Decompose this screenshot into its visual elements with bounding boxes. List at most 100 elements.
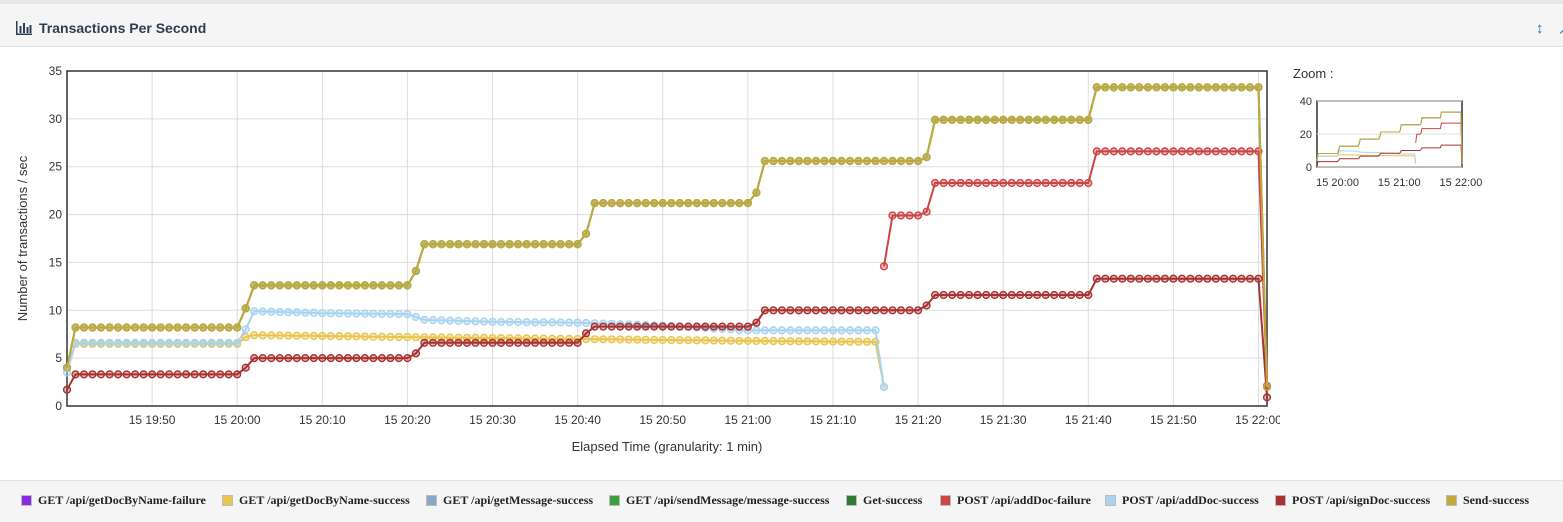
data-point[interactable] bbox=[454, 338, 463, 347]
data-point[interactable] bbox=[122, 323, 131, 332]
data-point[interactable] bbox=[369, 332, 378, 341]
data-point[interactable] bbox=[760, 326, 770, 335]
data-point[interactable] bbox=[871, 156, 880, 166]
data-point[interactable] bbox=[999, 290, 1008, 300]
data-point[interactable] bbox=[973, 178, 982, 188]
data-point[interactable] bbox=[326, 281, 335, 290]
data-point[interactable] bbox=[1058, 178, 1067, 188]
data-point[interactable] bbox=[1016, 290, 1025, 300]
data-point[interactable] bbox=[667, 199, 676, 208]
data-point[interactable] bbox=[981, 115, 991, 124]
data-point[interactable] bbox=[1109, 274, 1118, 283]
data-point[interactable] bbox=[1109, 147, 1118, 156]
data-point[interactable] bbox=[1092, 147, 1101, 156]
data-point[interactable] bbox=[352, 354, 361, 363]
data-point[interactable] bbox=[1237, 274, 1246, 283]
data-point[interactable] bbox=[318, 309, 327, 318]
data-point[interactable] bbox=[888, 211, 897, 220]
data-point[interactable] bbox=[292, 281, 301, 290]
data-point[interactable] bbox=[956, 290, 965, 300]
data-point[interactable] bbox=[335, 309, 344, 318]
data-point[interactable] bbox=[216, 323, 225, 332]
data-point[interactable] bbox=[828, 326, 838, 335]
data-point[interactable] bbox=[718, 322, 727, 331]
data-point[interactable] bbox=[590, 322, 599, 331]
data-point[interactable] bbox=[956, 115, 965, 124]
data-point[interactable] bbox=[862, 306, 872, 315]
data-point[interactable] bbox=[258, 354, 267, 363]
data-point[interactable] bbox=[803, 156, 812, 166]
data-point[interactable] bbox=[854, 326, 863, 335]
data-point[interactable] bbox=[1007, 115, 1016, 124]
data-point[interactable] bbox=[573, 318, 582, 327]
series-send-success[interactable] bbox=[62, 83, 1272, 392]
data-point[interactable] bbox=[1067, 115, 1076, 124]
data-point[interactable] bbox=[233, 323, 242, 332]
data-point[interactable] bbox=[922, 301, 931, 310]
data-point[interactable] bbox=[360, 332, 370, 341]
data-point[interactable] bbox=[1160, 83, 1170, 92]
data-point[interactable] bbox=[650, 199, 659, 208]
data-point[interactable] bbox=[335, 281, 344, 290]
data-point[interactable] bbox=[539, 338, 548, 347]
data-point[interactable] bbox=[505, 338, 514, 347]
data-point[interactable] bbox=[1126, 83, 1135, 92]
data-point[interactable] bbox=[284, 281, 293, 290]
data-point[interactable] bbox=[1024, 178, 1033, 188]
data-point[interactable] bbox=[641, 322, 650, 331]
data-point[interactable] bbox=[905, 156, 914, 166]
data-point[interactable] bbox=[581, 335, 591, 344]
data-point[interactable] bbox=[981, 178, 991, 188]
data-point[interactable] bbox=[105, 370, 114, 379]
data-point[interactable] bbox=[760, 306, 770, 315]
data-point[interactable] bbox=[1058, 115, 1067, 124]
data-point[interactable] bbox=[1262, 382, 1272, 392]
data-point[interactable] bbox=[394, 332, 404, 342]
legend-item[interactable]: POST /api/signDoc-success bbox=[1275, 493, 1430, 508]
data-point[interactable] bbox=[564, 318, 574, 327]
data-point[interactable] bbox=[488, 240, 497, 249]
data-point[interactable] bbox=[530, 318, 540, 327]
data-point[interactable] bbox=[267, 307, 276, 316]
data-point[interactable] bbox=[377, 332, 387, 341]
data-point[interactable] bbox=[1135, 147, 1144, 156]
data-point[interactable] bbox=[173, 323, 182, 332]
data-point[interactable] bbox=[1228, 274, 1238, 283]
data-point[interactable] bbox=[701, 199, 710, 208]
data-point[interactable] bbox=[1050, 290, 1059, 300]
data-point[interactable] bbox=[981, 290, 991, 300]
data-point[interactable] bbox=[139, 323, 148, 332]
data-point[interactable] bbox=[1033, 115, 1042, 124]
data-point[interactable] bbox=[828, 156, 838, 166]
data-point[interactable] bbox=[684, 199, 693, 208]
data-point[interactable] bbox=[1245, 147, 1255, 156]
data-point[interactable] bbox=[1041, 178, 1050, 188]
data-point[interactable] bbox=[828, 337, 838, 346]
data-point[interactable] bbox=[956, 178, 965, 188]
data-point[interactable] bbox=[999, 115, 1008, 124]
data-point[interactable] bbox=[905, 211, 914, 220]
data-point[interactable] bbox=[530, 240, 540, 249]
data-point[interactable] bbox=[845, 337, 855, 346]
data-point[interactable] bbox=[1203, 274, 1212, 283]
data-point[interactable] bbox=[1135, 274, 1144, 283]
data-point[interactable] bbox=[96, 323, 106, 332]
data-point[interactable] bbox=[79, 370, 89, 379]
data-point[interactable] bbox=[1016, 178, 1025, 188]
data-point[interactable] bbox=[428, 240, 438, 249]
data-point[interactable] bbox=[1101, 147, 1110, 156]
data-point[interactable] bbox=[1228, 83, 1238, 92]
data-point[interactable] bbox=[650, 322, 659, 331]
data-point[interactable] bbox=[258, 331, 267, 340]
data-point[interactable] bbox=[309, 281, 318, 290]
data-point[interactable] bbox=[837, 326, 846, 335]
data-point[interactable] bbox=[845, 156, 855, 166]
data-point[interactable] bbox=[811, 156, 821, 166]
data-point[interactable] bbox=[964, 178, 974, 188]
data-point[interactable] bbox=[879, 382, 889, 392]
data-point[interactable] bbox=[1109, 83, 1118, 92]
data-point[interactable] bbox=[403, 310, 412, 319]
data-point[interactable] bbox=[599, 322, 608, 331]
data-point[interactable] bbox=[1033, 290, 1042, 300]
data-point[interactable] bbox=[641, 199, 650, 208]
